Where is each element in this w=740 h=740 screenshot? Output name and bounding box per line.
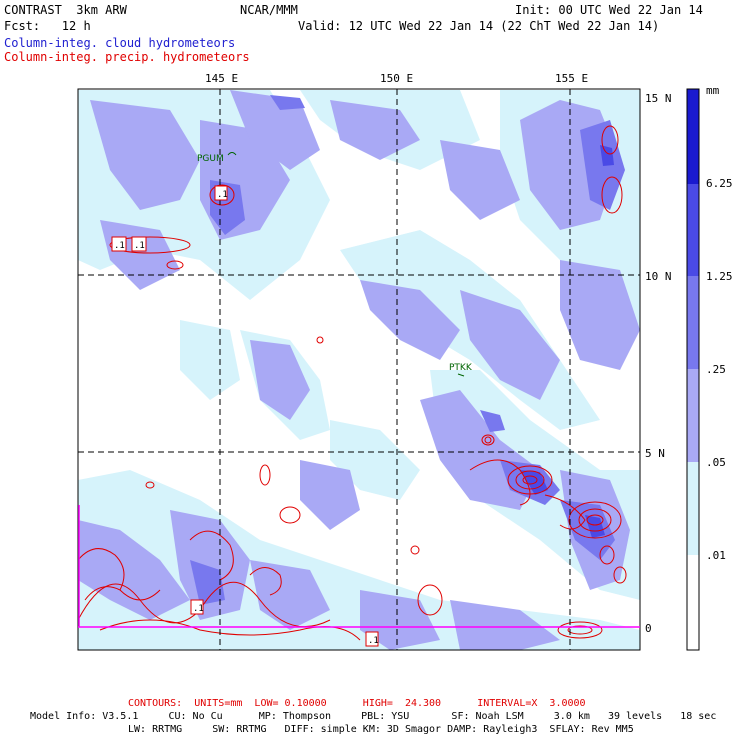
contour-label: .1 (214, 185, 228, 201)
contour-label: .1 (131, 236, 147, 252)
model-info-line-2: LW: RRTMG SW: RRTMG DIFF: simple KM: 3D … (128, 724, 634, 735)
svg-text:.1: .1 (114, 241, 125, 251)
svg-text:.1: .1 (134, 241, 145, 251)
contours-info: CONTOURS: UNITS=mm LOW= 0.10000 HIGH= 24… (128, 698, 586, 709)
org-label: NCAR/MMM (240, 3, 298, 17)
colorbar-unit: mm (706, 84, 720, 97)
colorbar-swatch-4 (687, 369, 699, 462)
cloud-field (78, 90, 640, 650)
colorbar-level-label: 1.25 (706, 270, 733, 283)
forecast-hour: Fcst: 12 h (4, 19, 91, 33)
colorbar-level-label: .01 (706, 549, 726, 562)
colorbar-level-label: .25 (706, 363, 726, 376)
lon-label-155: 155 E (555, 72, 588, 85)
station-label-ptkk: PTKK (449, 363, 473, 373)
lat-label-equator: 0 (645, 622, 652, 635)
valid-time: Valid: 12 UTC Wed 22 Jan 14 (22 ChT Wed … (298, 19, 660, 33)
colorbar-level-label: 6.25 (706, 177, 733, 190)
svg-text:.1: .1 (217, 190, 228, 200)
lat-label-10n: 10 N (645, 270, 672, 283)
contour-label: .1 (111, 236, 127, 252)
field-cloud-label: Column-integ. cloud hydrometeors (4, 36, 236, 50)
station-label-pgum: PGUM (197, 154, 224, 164)
lat-label-5n: 5 N (645, 447, 665, 460)
colorbar-swatch-6 (687, 555, 699, 650)
colorbar (686, 88, 700, 651)
model-title: CONTRAST 3km ARW (4, 3, 127, 17)
contour-label: .1 (190, 599, 204, 615)
svg-text:.1: .1 (368, 636, 379, 646)
colorbar-swatch-2 (687, 184, 699, 276)
colorbar-swatch-1 (687, 89, 699, 184)
field-precip-label: Column-integ. precip. hydrometeors (4, 50, 250, 64)
contour-label: .1 (365, 631, 379, 647)
lon-label-150: 150 E (380, 72, 413, 85)
lat-label-15n: 15 N (645, 92, 672, 105)
model-info-line-1: Model Info: V3.5.1 CU: No Cu MP: Thompso… (30, 711, 717, 722)
colorbar-level-label: .05 (706, 456, 726, 469)
colorbar-swatch-3 (687, 276, 699, 369)
lon-label-145: 145 E (205, 72, 238, 85)
svg-text:.1: .1 (193, 604, 204, 614)
colorbar-swatch-5 (687, 462, 699, 555)
map-frame (77, 88, 641, 651)
lat-lon-grid (78, 89, 640, 650)
init-time: Init: 00 UTC Wed 22 Jan 14 (515, 3, 703, 17)
